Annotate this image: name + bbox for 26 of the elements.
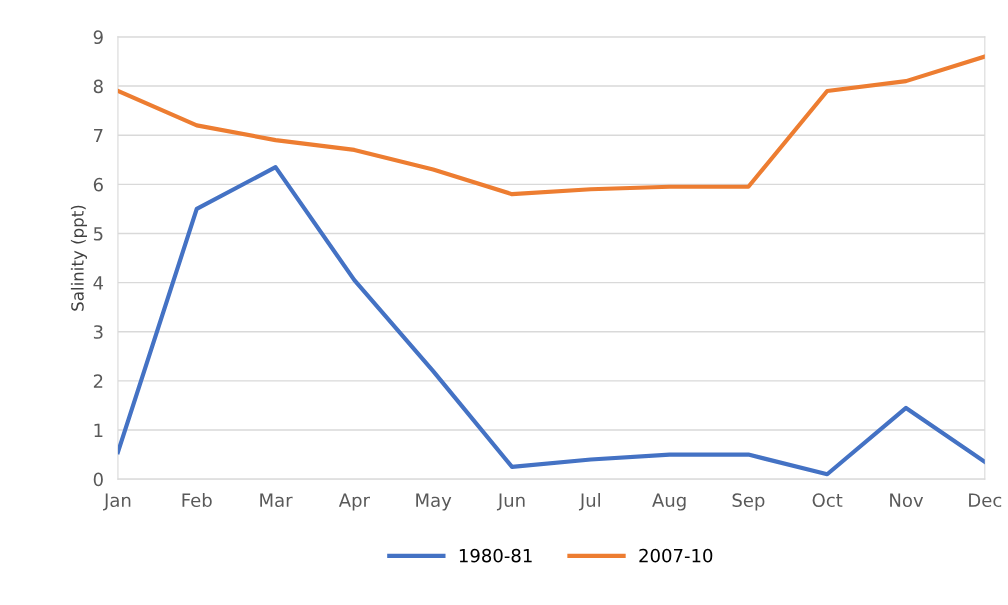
y-tick-label: 9: [93, 30, 103, 45]
x-tick-label: Jul: [578, 493, 600, 511]
x-tick-label: Jun: [496, 493, 525, 511]
y-tick-label: 0: [93, 472, 103, 487]
line-series: [117, 54, 985, 197]
y-tick-label: 3: [93, 325, 103, 339]
x-tick-label: Aug: [652, 493, 686, 511]
y-tick-label: 8: [93, 79, 103, 94]
x-tick-label: Dec: [969, 493, 1002, 508]
y-tick-label: 7: [94, 128, 103, 143]
x-tick-label: Apr: [338, 493, 370, 511]
y-tick-label: 5: [93, 227, 103, 241]
x-tick-label: Nov: [890, 493, 924, 508]
legend-label: 2007-10: [639, 548, 713, 563]
x-tick-label: May: [416, 493, 452, 511]
legend-label: 1980-81: [459, 548, 532, 563]
x-tick-label: Oct: [812, 493, 843, 508]
y-tick-label: 2: [93, 374, 103, 388]
y-tick-label: 6: [93, 177, 103, 192]
x-tick-label: Sep: [732, 493, 765, 511]
x-tick-label: Mar: [260, 493, 293, 508]
y-axis-title: Salinity (ppt): [70, 205, 87, 311]
y-tick-label: 4: [93, 276, 104, 290]
x-tick-label: Jan: [103, 493, 131, 511]
x-tick-label: Feb: [182, 493, 212, 508]
y-tick-label: 1: [94, 423, 103, 437]
